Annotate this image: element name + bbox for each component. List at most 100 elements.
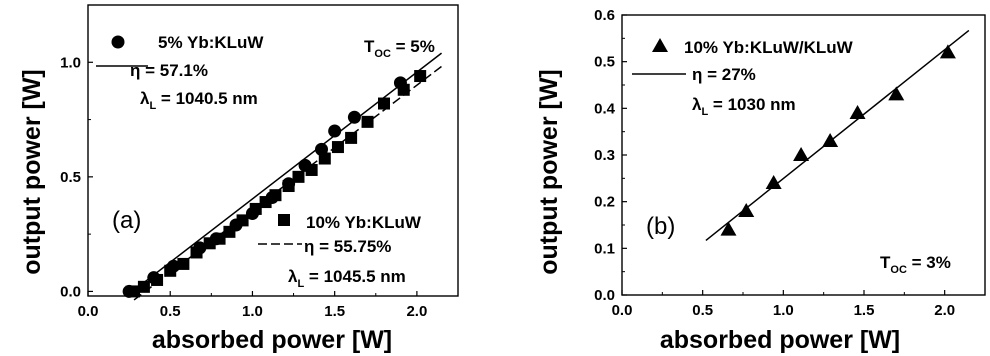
chart-a-series-2-point	[397, 83, 410, 96]
lambda-symbol: λ	[692, 95, 702, 114]
toc-symbol: T	[880, 253, 891, 272]
chart-b-x-tick-label: 2.0	[934, 302, 955, 319]
chart-a-series-2-lambda: λL = 1045.5 nm	[288, 267, 406, 290]
chart-b-marks	[705, 29, 970, 241]
chart-b-y-tick-label: 0.3	[594, 147, 615, 164]
chart-b-series-1-point	[939, 44, 956, 59]
lambda-subscript: L	[149, 100, 156, 112]
chart-b-series-1-point	[765, 175, 782, 189]
chart-a-series-2-point	[282, 180, 295, 193]
chart-a-x-tick-label: 0.0	[78, 303, 99, 320]
chart-b-xlabel: absorbed power [W]	[660, 326, 900, 354]
chart-a-series-2-point	[137, 280, 150, 293]
chart-b-series-1-point	[888, 86, 905, 101]
lambda-subscript: L	[701, 106, 708, 118]
chart-a-x-ticks: 0.0 0.5 1.0 1.5 2.0	[78, 291, 427, 320]
chart-b-x-tick-label: 0.5	[692, 302, 713, 319]
chart-a-series-2-point	[236, 214, 249, 227]
chart-b-ylabel: output power [W]	[535, 69, 563, 275]
chart-a-series-1-lambda: λL = 1040.5 nm	[140, 89, 258, 112]
chart-b-series-1-point	[738, 203, 755, 217]
lambda-value: = 1045.5 nm	[304, 267, 406, 286]
chart-b-series-1-name: 10% Yb:KLuW/KLuW	[684, 38, 854, 57]
chart-b-series-1-point	[822, 133, 839, 147]
chart-a-x-tick-label: 1.5	[324, 303, 345, 320]
chart-b-series-1-point	[849, 105, 866, 119]
chart-a-series-2-point	[177, 257, 190, 270]
chart-b-series-1-point	[793, 147, 810, 161]
chart-b-y-tick-label: 0.0	[594, 287, 615, 304]
toc-subscript: OC	[890, 264, 907, 276]
chart-a-series-2-point	[378, 97, 390, 110]
chart-b-panel-label: (b)	[646, 213, 675, 240]
chart-a-x-tick-label: 2.0	[406, 303, 427, 320]
chart-a-x-tick-label: 0.5	[160, 303, 181, 320]
chart-b-x-tick-label: 1.0	[773, 302, 794, 319]
chart-a-panel-label: (a)	[112, 207, 141, 234]
chart-b-y-tick-label: 0.2	[594, 194, 615, 211]
chart-a-series-1-point	[347, 110, 361, 124]
chart-b-x-ticks: 0.0 0.5 1.0 1.5 2.0	[612, 290, 955, 319]
chart-b-y-tick-label: 0.5	[594, 54, 615, 71]
chart-a-series-2-point	[269, 189, 282, 202]
chart-a-series-2-point	[151, 273, 164, 286]
chart-b-series-1-fit-label: η = 27%	[692, 65, 756, 84]
chart-a-series-2-fit-label: η = 55.75%	[304, 237, 391, 256]
chart-a-series-2-point	[292, 170, 305, 183]
chart-a: output power [W] absorbed power [W] 0.0 0…	[18, 4, 459, 354]
chart-a-series-2-point	[361, 115, 374, 128]
chart-a-xlabel: absorbed power [W]	[152, 326, 392, 354]
chart-b-x-tick-label: 1.5	[854, 302, 875, 319]
chart-a-series-2-point	[249, 202, 262, 215]
chart-a-y-tick-label: 1.0	[60, 54, 81, 71]
toc-subscript: OC	[374, 48, 391, 60]
chart-a-series-1-point	[328, 124, 342, 138]
chart-a-series-2-point	[203, 237, 216, 250]
chart-a-series-2-point	[318, 152, 331, 165]
chart-a-series-2-point	[190, 246, 203, 259]
chart-a-ylabel: output power [W]	[18, 69, 46, 275]
chart-a-series-1-fit-label: η = 57.1%	[130, 61, 208, 80]
chart-b-series-1-lambda: λL = 1030 nm	[692, 95, 796, 118]
chart-a-x-tick-label: 1.0	[242, 303, 263, 320]
chart-a-series-2-point	[164, 264, 177, 277]
chart-a-marks	[122, 52, 443, 301]
chart-a-series-2-point	[259, 196, 272, 209]
chart-b-series-1-fit-line	[705, 29, 970, 241]
chart-a-series-1-name: 5% Yb:KLuW	[158, 33, 264, 52]
legend-circle-marker	[111, 35, 125, 49]
chart-b-y-tick-label: 0.1	[594, 240, 615, 257]
toc-value: = 3%	[907, 253, 951, 272]
chart-b-x-tick-label: 0.0	[612, 302, 633, 319]
legend-triangle-marker	[652, 38, 668, 52]
lambda-subscript: L	[297, 278, 304, 290]
chart-a-series-2-point	[345, 131, 358, 144]
lambda-symbol: λ	[288, 267, 298, 286]
chart-a-series-2-point	[331, 141, 344, 154]
chart-a-series-2-name: 10% Yb:KLuW	[306, 213, 422, 232]
chart-a-series-2-point	[213, 232, 226, 245]
chart-a-series-2-point	[305, 163, 318, 176]
lambda-value: = 1030 nm	[708, 95, 795, 114]
chart-a-series-2-point	[223, 225, 236, 238]
chart-a-series-2-point	[128, 285, 141, 298]
chart-a-toc-annotation: TOC = 5%	[364, 37, 435, 60]
chart-a-y-tick-label: 0.5	[60, 169, 81, 186]
chart-b-toc-annotation: TOC = 3%	[880, 253, 951, 276]
chart-a-series-1-fit-line	[131, 52, 443, 293]
chart-a-y-tick-label: 0.0	[60, 283, 81, 300]
chart-a-y-ticks: 0.0 0.5 1.0	[60, 54, 93, 300]
chart-b-series-1-point	[720, 221, 737, 236]
chart-b-y-tick-label: 0.6	[594, 7, 615, 24]
toc-value: = 5%	[391, 37, 435, 56]
legend-square-marker	[278, 214, 290, 226]
toc-symbol: T	[364, 37, 375, 56]
chart-a-series-2-point	[414, 70, 427, 83]
lambda-symbol: λ	[140, 89, 150, 108]
chart-a-plot-frame	[87, 4, 459, 297]
lambda-value: = 1040.5 nm	[156, 89, 258, 108]
chart-b-y-ticks: 0.0 0.1 0.2 0.3 0.4 0.5 0.6	[594, 7, 627, 304]
chart-b-y-tick-label: 0.4	[594, 100, 616, 117]
chart-b: output power [W] absorbed power [W] 0.0 0…	[535, 7, 986, 354]
